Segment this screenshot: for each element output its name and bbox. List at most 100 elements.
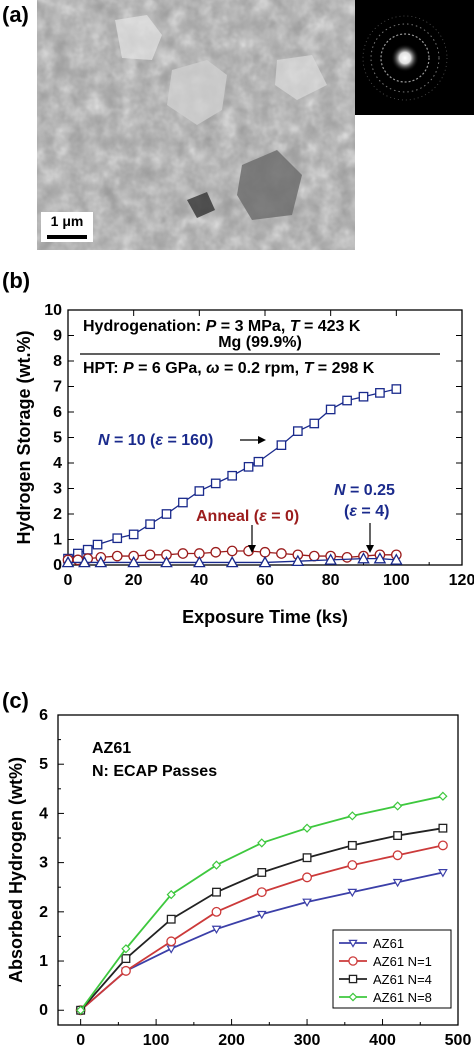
- y-tick-label: 0: [53, 557, 62, 574]
- legend-marker: [348, 992, 358, 1002]
- data-point: [276, 548, 287, 559]
- arrow-head-anneal: [248, 545, 256, 553]
- data-point: [120, 965, 131, 976]
- x-tick-label: 40: [190, 572, 208, 589]
- series-label-n025-strain: (ε = 4): [344, 503, 389, 520]
- data-point: [437, 840, 448, 851]
- data-point: [75, 1005, 86, 1015]
- series-3: [75, 791, 448, 1015]
- data-point: [210, 546, 222, 558]
- data-point: [111, 550, 123, 562]
- data-point: [166, 914, 176, 924]
- panel-label-b: (b): [2, 268, 31, 293]
- y-tick-label: 4: [53, 455, 62, 472]
- x-tick-label: 200: [218, 1032, 245, 1049]
- data-point: [438, 823, 448, 833]
- data-point: [225, 555, 239, 568]
- series-label-n025: N = 0.25: [334, 482, 395, 499]
- tem-micrograph-image: [37, 0, 355, 250]
- y-axis-label: Hydrogen Storage (wt.%): [14, 330, 34, 544]
- data-point: [128, 529, 139, 540]
- y-tick-label: 1: [39, 953, 48, 970]
- data-point: [127, 555, 140, 568]
- y-tick-label: 5: [53, 430, 62, 447]
- x-axis-label: Exposure Time (ks): [182, 607, 348, 627]
- x-tick-label: 0: [64, 572, 73, 589]
- data-point: [257, 838, 267, 848]
- data-point: [211, 906, 222, 917]
- y-tick-label: 1: [53, 532, 62, 549]
- data-point: [160, 555, 173, 568]
- data-point: [194, 486, 205, 496]
- arrow-head-n025: [366, 545, 374, 553]
- data-point: [358, 391, 369, 402]
- legend-entry: AZ61: [373, 936, 404, 951]
- legend-marker: [348, 956, 358, 966]
- data-point: [347, 888, 358, 898]
- data-point: [342, 395, 352, 406]
- diffraction-pattern-inset: [355, 0, 474, 115]
- y-tick-label: 3: [39, 855, 48, 872]
- panel-label-a: (a): [2, 2, 29, 27]
- data-point: [112, 533, 123, 544]
- data-point: [291, 554, 305, 567]
- x-tick-label: 20: [125, 572, 143, 589]
- data-point: [78, 555, 91, 568]
- x-tick-label: 400: [369, 1032, 396, 1049]
- x-tick-label: 100: [383, 572, 410, 589]
- x-tick-label: 60: [256, 572, 274, 589]
- data-point: [212, 887, 221, 897]
- data-point: [347, 840, 357, 850]
- legend-marker: [348, 939, 358, 948]
- arrow-head-n10: [258, 436, 266, 444]
- data-point: [144, 549, 156, 561]
- data-point: [161, 509, 172, 519]
- scale-bar-label: 1 μm: [50, 213, 84, 229]
- data-point: [392, 850, 403, 861]
- data-point: [276, 440, 287, 450]
- data-point: [292, 426, 303, 436]
- data-point: [392, 878, 403, 888]
- y-tick-label: 5: [39, 756, 48, 773]
- data-point: [226, 545, 238, 557]
- y-tick-label: 10: [44, 302, 62, 319]
- legend-marker: [348, 974, 358, 984]
- annotation-alloy: AZ61: [92, 740, 131, 757]
- data-point: [302, 898, 312, 907]
- y-tick-label: 2: [53, 506, 62, 523]
- data-point: [357, 552, 370, 564]
- x-axis-label: Time (s): [224, 1055, 293, 1057]
- data-point: [347, 811, 357, 821]
- data-point: [391, 384, 402, 394]
- data-point: [253, 456, 264, 467]
- data-point: [302, 872, 313, 883]
- annotation-ecap: N: ECAP Passes: [92, 763, 217, 780]
- data-point: [309, 418, 320, 429]
- y-tick-label: 8: [53, 353, 62, 370]
- y-tick-label: 4: [39, 805, 48, 822]
- y-tick-label: 6: [39, 707, 48, 724]
- x-tick-label: 0: [76, 1032, 85, 1049]
- data-point: [325, 404, 336, 415]
- data-point: [257, 868, 267, 877]
- data-point: [166, 889, 176, 900]
- x-tick-label: 120: [449, 572, 474, 589]
- data-point: [393, 831, 403, 841]
- data-point: [341, 551, 353, 563]
- data-point: [375, 388, 385, 398]
- y-tick-label: 9: [53, 328, 62, 345]
- data-point: [94, 555, 108, 568]
- data-point: [177, 548, 189, 559]
- y-tick-label: 2: [39, 904, 48, 921]
- x-tick-label: 500: [445, 1032, 472, 1049]
- diffraction-pattern-image: [355, 0, 474, 115]
- data-point: [438, 791, 448, 801]
- data-point: [121, 944, 131, 954]
- data-point: [258, 555, 272, 568]
- y-tick-label: 7: [53, 379, 62, 396]
- x-tick-label: 100: [143, 1032, 170, 1049]
- x-tick-label: 80: [322, 572, 340, 589]
- data-point: [256, 910, 267, 920]
- data-point: [243, 461, 254, 472]
- tem-micrograph: 1 μm: [37, 0, 355, 250]
